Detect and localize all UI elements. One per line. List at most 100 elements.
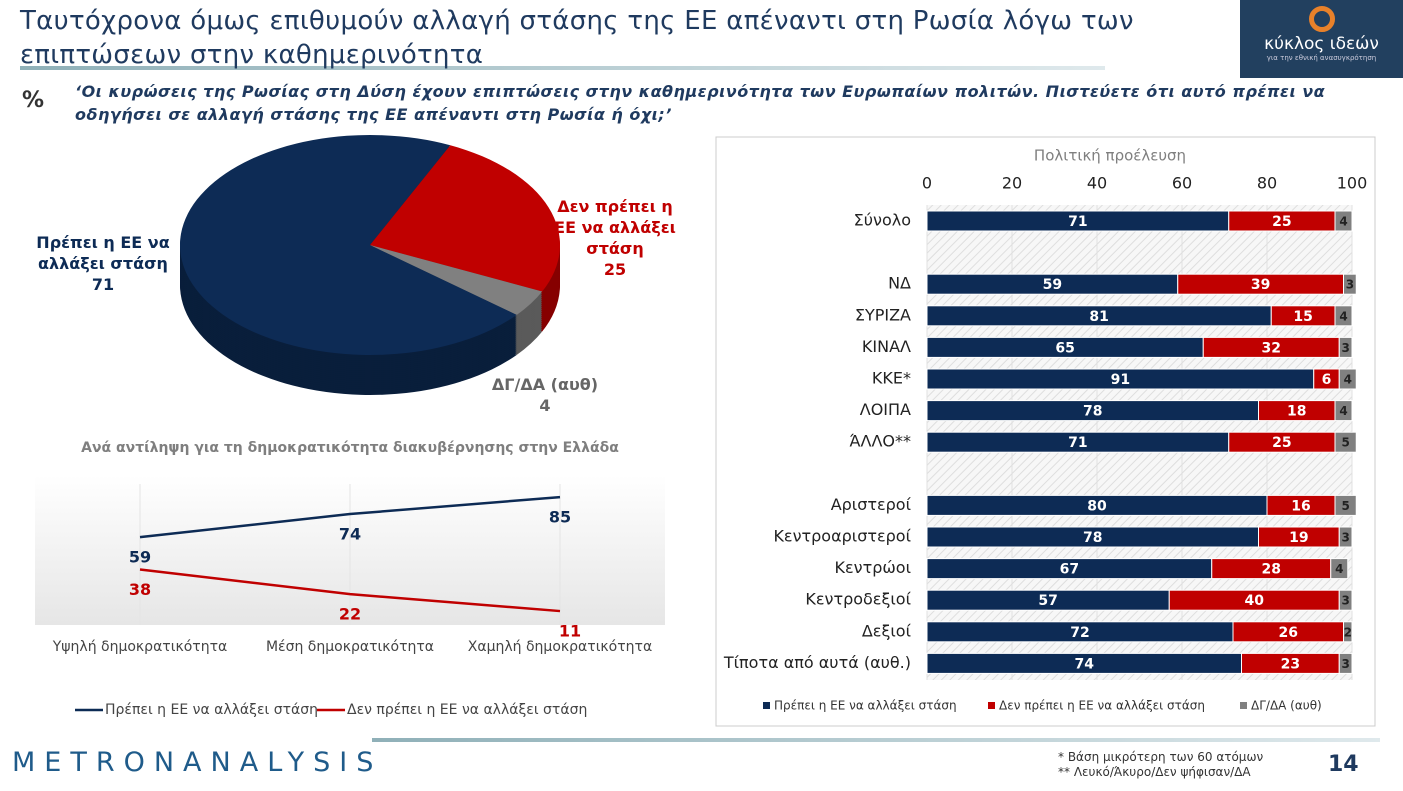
footer-line	[372, 738, 1380, 742]
bar-segment	[1338, 652, 1353, 674]
x-tick-label: 80	[1257, 174, 1277, 193]
bar-title: Πολιτική προέλευση	[1034, 147, 1186, 165]
pie-label-value: 4	[539, 396, 551, 415]
y-tick-label: ΛΟΙΠΑ	[860, 400, 911, 419]
data-label: 3	[1346, 278, 1354, 292]
pie-label-value: 25	[603, 260, 627, 279]
x-tick-label: 20	[1002, 174, 1022, 193]
x-tick-label: 0	[922, 174, 932, 193]
data-label: 3	[1341, 341, 1349, 355]
data-label: 4	[1339, 404, 1347, 418]
y-tick-label: Σύνολο	[854, 211, 911, 230]
data-label: 74	[339, 525, 361, 544]
bar-segment	[1334, 431, 1357, 453]
bar-segment	[1338, 589, 1353, 611]
pie-slice	[370, 245, 543, 315]
note: * Βάση μικρότερη των 60 ατόμων	[1058, 750, 1264, 764]
data-label: 25	[1272, 435, 1291, 451]
data-label: 59	[129, 548, 151, 567]
legend-label: ΔΓ/ΔΑ (αυθ)	[1251, 699, 1322, 713]
y-tick-label: Κεντρώοι	[835, 558, 911, 577]
data-label: 3	[1341, 657, 1349, 671]
data-label: 78	[1083, 530, 1102, 546]
data-label: 65	[1055, 340, 1074, 356]
bar-segment	[1334, 400, 1353, 422]
pie-label-value: 71	[91, 275, 115, 294]
data-label: 72	[1070, 625, 1089, 641]
data-label: 85	[549, 508, 571, 527]
title-underline	[20, 66, 1105, 70]
x-tick-label: 100	[1337, 174, 1368, 193]
legend-swatch	[988, 702, 995, 709]
bar-segment	[1343, 273, 1357, 295]
x-tick-label: Υψηλή δημοκρατικότητα	[52, 639, 228, 655]
line	[139, 568, 561, 613]
line	[139, 495, 561, 539]
y-tick-label: ΝΔ	[888, 274, 911, 293]
bar-segment	[1338, 368, 1357, 390]
data-label: 19	[1289, 530, 1308, 546]
data-label: 32	[1262, 340, 1281, 356]
line-title: Ανά αντίληψη για τη δημοκρατικότητα διακ…	[81, 440, 619, 456]
logo-tagline: για την εθνική ανασυγκρότηση	[1266, 54, 1377, 62]
data-label: 25	[1272, 214, 1291, 230]
bar-segment	[1338, 336, 1353, 358]
data-label: 91	[1111, 372, 1130, 388]
y-tick-label: Αριστεροί	[831, 495, 912, 514]
logo-name: κύκλος ιδεών	[1264, 34, 1379, 54]
logo-mark	[1308, 6, 1335, 32]
bar-segment	[1330, 558, 1349, 580]
title: Ταυτόχρονα όμως επιθυμούν αλλαγή στάσης …	[20, 6, 1134, 70]
pie-label: Πρέπει η ΕΕ να αλλάξει στάση 71	[33, 232, 173, 295]
legend-label: Δεν πρέπει η ΕΕ να αλλάξει στάση	[347, 702, 587, 718]
data-label: 71	[1068, 214, 1087, 230]
data-label: 18	[1287, 404, 1306, 420]
y-tick-label: ΚΙΝΑΛ	[862, 337, 911, 356]
bar-segment	[1334, 210, 1353, 232]
data-label: 23	[1281, 656, 1300, 672]
unit: %	[22, 88, 45, 113]
legend-swatch	[1240, 702, 1247, 709]
pie-slice	[180, 135, 517, 355]
data-label: 3	[1341, 531, 1349, 545]
pie-label-name: Δεν πρέπει η ΕΕ να αλλάξει στάση	[554, 197, 676, 258]
pie-label: ΔΓ/ΔΑ (αυθ) 4	[470, 374, 620, 416]
data-label: 2	[1344, 625, 1352, 639]
data-label: 4	[1339, 309, 1347, 323]
logo: κύκλος ιδεών για την εθνική ανασυγκρότησ…	[1240, 0, 1403, 78]
legend-label: Πρέπει η ΕΕ να αλλάξει στάση	[105, 702, 318, 718]
y-tick-label: Τίποτα από αυτά (αυθ.)	[723, 653, 911, 672]
data-label: 5	[1341, 436, 1349, 450]
data-label: 4	[1344, 373, 1352, 387]
data-label: 4	[1335, 562, 1343, 576]
data-label: 5	[1341, 499, 1349, 513]
notes: * Βάση μικρότερη των 60 ατόμων ** Λευκό/…	[1058, 750, 1263, 780]
data-label: 6	[1322, 372, 1332, 388]
data-label: 74	[1075, 656, 1095, 672]
data-label: 59	[1043, 277, 1062, 293]
data-label: 15	[1293, 309, 1312, 325]
y-tick-label: Δεξιοί	[862, 621, 912, 640]
data-label: 3	[1341, 594, 1349, 608]
data-label: 4	[1339, 215, 1347, 229]
data-label: 39	[1251, 277, 1270, 293]
bar-segment	[1343, 621, 1353, 643]
legend-label: Δεν πρέπει η ΕΕ να αλλάξει στάση	[999, 699, 1205, 713]
data-label: 11	[559, 622, 581, 641]
x-tick-label: 60	[1172, 174, 1192, 193]
y-tick-label: Κεντροδεξιοί	[805, 590, 911, 609]
y-tick-label: ΆΛΛΟ**	[849, 432, 911, 451]
data-label: 78	[1083, 404, 1102, 420]
y-tick-label: ΚΚΕ*	[872, 369, 911, 388]
pie-slice	[370, 145, 560, 292]
bar-segment	[1338, 526, 1353, 548]
data-label: 26	[1279, 625, 1298, 641]
page-number: 14	[1328, 752, 1359, 777]
legend-swatch	[763, 702, 770, 709]
note: ** Λευκό/Άκυρο/Δεν ψήφισαν/ΔΑ	[1058, 765, 1251, 779]
pie-label: Δεν πρέπει η ΕΕ να αλλάξει στάση 25	[548, 196, 682, 280]
pie-label-name: Πρέπει η ΕΕ να αλλάξει στάση	[36, 233, 170, 273]
x-tick-label: 40	[1087, 174, 1107, 193]
data-label: 81	[1089, 309, 1108, 325]
